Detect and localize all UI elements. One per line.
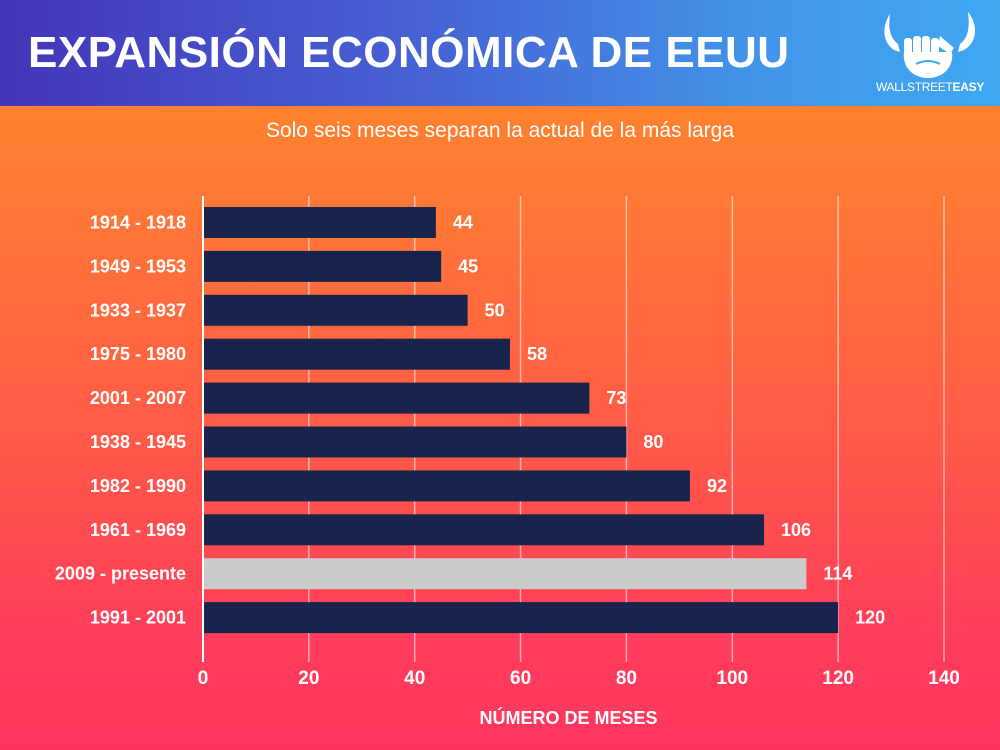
category-label: 1982 - 1990 [90, 476, 186, 496]
category-label: 1949 - 1953 [90, 256, 186, 276]
category-label: 2001 - 2007 [90, 388, 186, 408]
value-label: 73 [606, 388, 626, 408]
bar [204, 426, 627, 458]
value-label: 92 [707, 476, 727, 496]
logo-text-light: WALLSTREET [875, 80, 953, 94]
value-label: 44 [453, 213, 473, 233]
x-axis-title: NÚMERO DE MESES [479, 707, 657, 728]
bar [204, 338, 510, 370]
value-label: 45 [458, 256, 478, 276]
category-label: 1991 - 2001 [90, 608, 186, 628]
value-labels: 44 45 50 58 73 80 92 106 114 120 [453, 213, 885, 628]
x-tick-labels: 0 20 40 60 80 100 120 140 [198, 668, 960, 689]
category-labels: 1914 - 1918 1949 - 1953 1933 - 1937 1975 - … [55, 213, 186, 628]
x-tick-label: 20 [298, 668, 319, 689]
bar [204, 602, 839, 634]
value-label: 120 [855, 608, 885, 628]
logo-wordmark: WALLSTREETEASY [860, 80, 1000, 94]
header-banner: EXPANSIÓN ECONÓMICA DE EEUU WALLSTREETEA… [0, 0, 1000, 106]
bars [204, 207, 839, 634]
x-tick-label: 60 [510, 668, 531, 689]
bar [204, 470, 690, 502]
bull-horns-fist-icon [884, 12, 976, 78]
logo-text-bold: EASY [952, 80, 985, 94]
value-label: 58 [527, 344, 547, 364]
value-label: 114 [823, 564, 852, 584]
category-label: 1914 - 1918 [90, 213, 186, 233]
value-label: 80 [643, 432, 663, 452]
x-tick-label: 100 [716, 668, 748, 689]
value-label: 50 [485, 300, 505, 320]
bar [204, 250, 442, 282]
wallstreeteasy-logo: WALLSTREETEASY [860, 8, 1000, 103]
chart-title: EXPANSIÓN ECONÓMICA DE EEUU [28, 28, 790, 77]
x-tick-label: 40 [404, 668, 425, 689]
bar [204, 382, 590, 414]
category-label: 1975 - 1980 [90, 344, 186, 364]
bar [204, 294, 468, 326]
value-label: 106 [781, 520, 811, 540]
x-tick-label: 0 [198, 668, 209, 689]
bar-highlight [204, 558, 807, 590]
category-label: 1961 - 1969 [90, 520, 186, 540]
x-tick-label: 120 [822, 668, 854, 689]
x-tick-label: 80 [616, 668, 637, 689]
bar [204, 514, 765, 546]
category-label: 2009 - presente [55, 564, 186, 584]
category-label: 1933 - 1937 [90, 300, 186, 320]
chart-subtitle: Solo seis meses separan la actual de la … [265, 119, 735, 142]
bar [204, 207, 436, 238]
x-tick-label: 140 [928, 668, 960, 689]
category-label: 1938 - 1945 [90, 432, 186, 452]
